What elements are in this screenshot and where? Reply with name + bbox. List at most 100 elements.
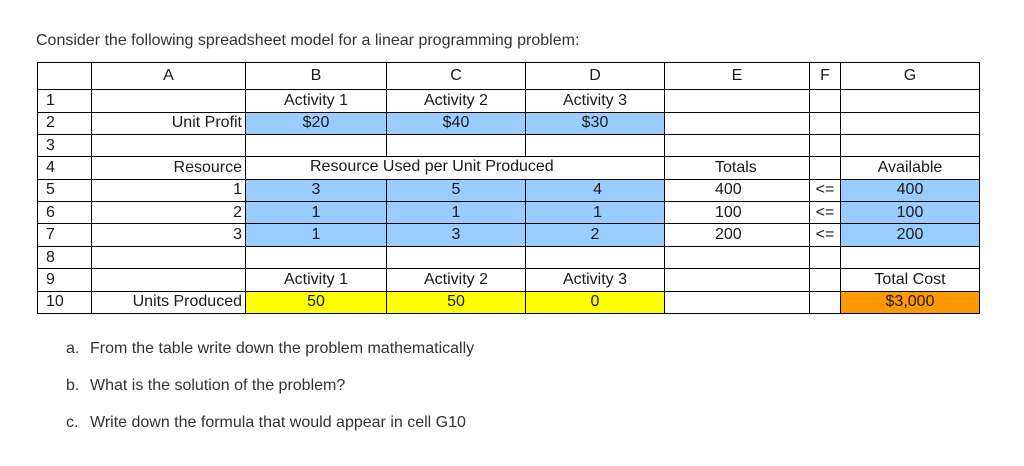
cell-d5: 4 (525, 178, 665, 203)
row-number: 10 (37, 290, 92, 315)
cell-b3 (245, 134, 387, 158)
cell-e2 (664, 111, 810, 136)
cell-c5: 5 (386, 178, 526, 203)
col-header-d: D (525, 61, 665, 91)
cell-f8 (809, 245, 841, 270)
cell-c1: Activity 2 (386, 89, 526, 113)
cell-d3 (525, 134, 665, 158)
cell-a7: 3 (91, 223, 246, 247)
question-text: What is the solution of the problem? (90, 377, 346, 394)
cell-g4: Available (840, 156, 980, 180)
cell-g6: 100 (840, 201, 980, 225)
col-header-c: C (386, 61, 526, 91)
cell-f10 (809, 290, 841, 315)
cell-c6: 1 (386, 201, 526, 225)
cell-a3 (91, 134, 246, 158)
cell-g1 (840, 89, 980, 113)
cell-d6: 1 (525, 201, 665, 225)
row-number: 9 (37, 268, 92, 292)
sheet-row-4: 4 Resource Resource Used per Unit Produc… (37, 156, 980, 180)
row-number: 2 (37, 111, 92, 136)
cell-a9 (91, 268, 246, 292)
cell-c7: 3 (386, 223, 526, 247)
question-label: c. (66, 414, 79, 431)
cell-g9: Total Cost (840, 268, 980, 292)
cell-e6: 100 (664, 201, 810, 225)
row-number: 4 (37, 156, 92, 180)
cell-a1 (91, 89, 246, 113)
question-text: From the table write down the problem ma… (90, 340, 475, 357)
question-label: a. (66, 340, 80, 357)
resource-used-header: Resource Used per Unit Produced (310, 158, 554, 176)
col-header-f: F (809, 61, 841, 91)
row-number: 6 (37, 201, 92, 225)
cell-b2: $20 (245, 111, 387, 136)
cell-b8 (245, 245, 387, 270)
question-item: c. Write down the formula that would appe… (66, 414, 474, 451)
row-number: 1 (37, 89, 92, 113)
cell-d2: $30 (525, 111, 665, 136)
cell-g3 (840, 134, 980, 158)
cell-g2 (840, 111, 980, 136)
cell-d9: Activity 3 (525, 268, 665, 292)
cell-e1 (664, 89, 810, 113)
cell-a6: 2 (91, 201, 246, 225)
cell-d8 (525, 245, 665, 270)
cell-a2: Unit Profit (91, 111, 246, 136)
sheet-row-9: 9 Activity 1 Activity 2 Activity 3 Total… (37, 268, 980, 292)
cell-d10: 0 (525, 290, 665, 315)
cell-f7: <= (809, 223, 841, 247)
spreadsheet-table: A B C D E F G 1 Activity 1 Activity 2 Ac… (37, 61, 980, 315)
intro-text: Consider the following spreadsheet model… (36, 32, 580, 49)
sheet-row-6: 6 2 1 1 1 100 <= 100 (37, 201, 980, 225)
cell-c3 (386, 134, 526, 158)
sheet-row-2: 2 Unit Profit $20 $40 $30 (37, 111, 980, 136)
cell-f5: <= (809, 178, 841, 203)
cell-c10: 50 (386, 290, 526, 315)
cell-c9: Activity 2 (386, 268, 526, 292)
sheet-row-3: 3 (37, 134, 980, 158)
cell-f1 (809, 89, 841, 113)
cell-b5: 3 (245, 178, 387, 203)
cell-a5: 1 (91, 178, 246, 203)
cell-f6: <= (809, 201, 841, 225)
col-header-a: A (91, 61, 246, 91)
cell-b10: 50 (245, 290, 387, 315)
cell-e4: Totals (664, 156, 810, 180)
col-header-b: B (245, 61, 387, 91)
cell-b4: Resource Used per Unit Produced (245, 156, 665, 180)
row-number: 3 (37, 134, 92, 158)
cell-g5: 400 (840, 178, 980, 203)
row-number: 5 (37, 178, 92, 203)
col-header-g: G (840, 61, 980, 91)
cell-g10: $3,000 (840, 290, 980, 315)
sheet-row-1: 1 Activity 1 Activity 2 Activity 3 (37, 89, 980, 113)
corner-cell (37, 61, 92, 91)
cell-a4: Resource (91, 156, 246, 180)
cell-e5: 400 (664, 178, 810, 203)
cell-g7: 200 (840, 223, 980, 247)
cell-c8 (386, 245, 526, 270)
cell-f9 (809, 268, 841, 292)
cell-a8 (91, 245, 246, 270)
cell-f2 (809, 111, 841, 136)
cell-e3 (664, 134, 810, 158)
question-list: a. From the table write down the problem … (66, 340, 474, 451)
sheet-row-5: 5 1 3 5 4 400 <= 400 (37, 178, 980, 203)
cell-f4 (809, 156, 841, 180)
cell-b6: 1 (245, 201, 387, 225)
sheet-row-10: 10 Units Produced 50 50 0 $3,000 (37, 290, 980, 315)
cell-d1: Activity 3 (525, 89, 665, 113)
col-header-e: E (664, 61, 810, 91)
cell-d7: 2 (525, 223, 665, 247)
cell-b7: 1 (245, 223, 387, 247)
cell-e8 (664, 245, 810, 270)
cell-e10 (664, 290, 810, 315)
question-text: Write down the formula that would appear… (90, 414, 466, 431)
cell-e9 (664, 268, 810, 292)
question-item: a. From the table write down the problem … (66, 340, 474, 377)
cell-b9: Activity 1 (245, 268, 387, 292)
sheet-row-7: 7 3 1 3 2 200 <= 200 (37, 223, 980, 247)
row-number: 7 (37, 223, 92, 247)
question-item: b. What is the solution of the problem? (66, 377, 474, 414)
